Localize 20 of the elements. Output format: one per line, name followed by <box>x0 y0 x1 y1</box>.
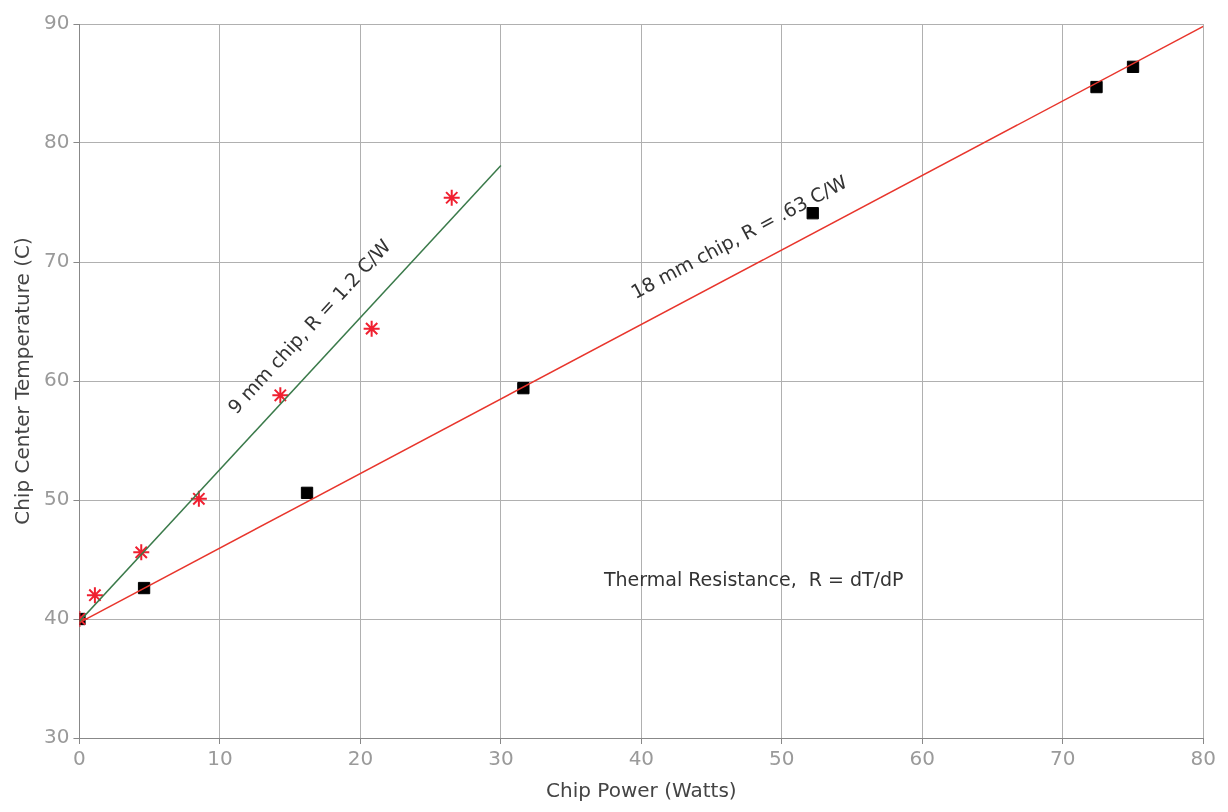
y-tick-label: 30 <box>44 724 70 749</box>
x-axis-title: Chip Power (Watts) <box>546 778 737 803</box>
x-tick-label: 80 <box>1190 746 1216 771</box>
x-tick-label: 70 <box>1050 746 1076 771</box>
x-tick-label: 30 <box>488 746 514 771</box>
x-tick-label: 50 <box>769 746 795 771</box>
x-tick-label: 60 <box>909 746 936 771</box>
y-tick-label: 50 <box>44 486 70 511</box>
y-tick-label: 70 <box>44 248 70 273</box>
x-tick-label: 10 <box>207 746 233 771</box>
x-tick-label: 0 <box>73 746 86 771</box>
x-tick-label: 40 <box>628 746 655 771</box>
y-axis-title: Chip Center Temperature (C) <box>10 237 35 525</box>
y-tick-label: 90 <box>44 10 70 35</box>
x-tick-label: 20 <box>347 746 374 771</box>
y-tick-label: 80 <box>44 129 70 154</box>
y-tick-label: 40 <box>44 605 70 630</box>
y-tick-label: 60 <box>44 367 70 392</box>
annotation: Thermal Resistance, R = dT/dP <box>602 567 904 590</box>
annotation: 18 mm chip, R = .63 C/W <box>627 170 851 303</box>
